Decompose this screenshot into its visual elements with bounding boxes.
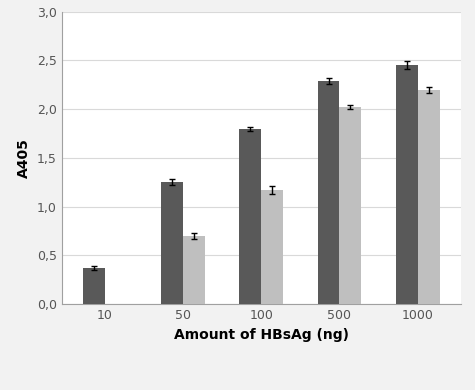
Bar <box>239 129 261 304</box>
Bar <box>161 183 183 304</box>
Y-axis label: A405: A405 <box>17 138 31 178</box>
Bar <box>418 90 440 304</box>
Bar <box>83 268 105 304</box>
X-axis label: Amount of HBsAg (ng): Amount of HBsAg (ng) <box>174 328 349 342</box>
Bar <box>261 190 283 304</box>
Bar <box>318 81 340 304</box>
Bar <box>183 236 205 304</box>
Bar <box>340 107 361 304</box>
Legend: Human HBsAg, Mouse HBsAg: Human HBsAg, Mouse HBsAg <box>147 387 376 390</box>
Bar <box>396 65 418 304</box>
